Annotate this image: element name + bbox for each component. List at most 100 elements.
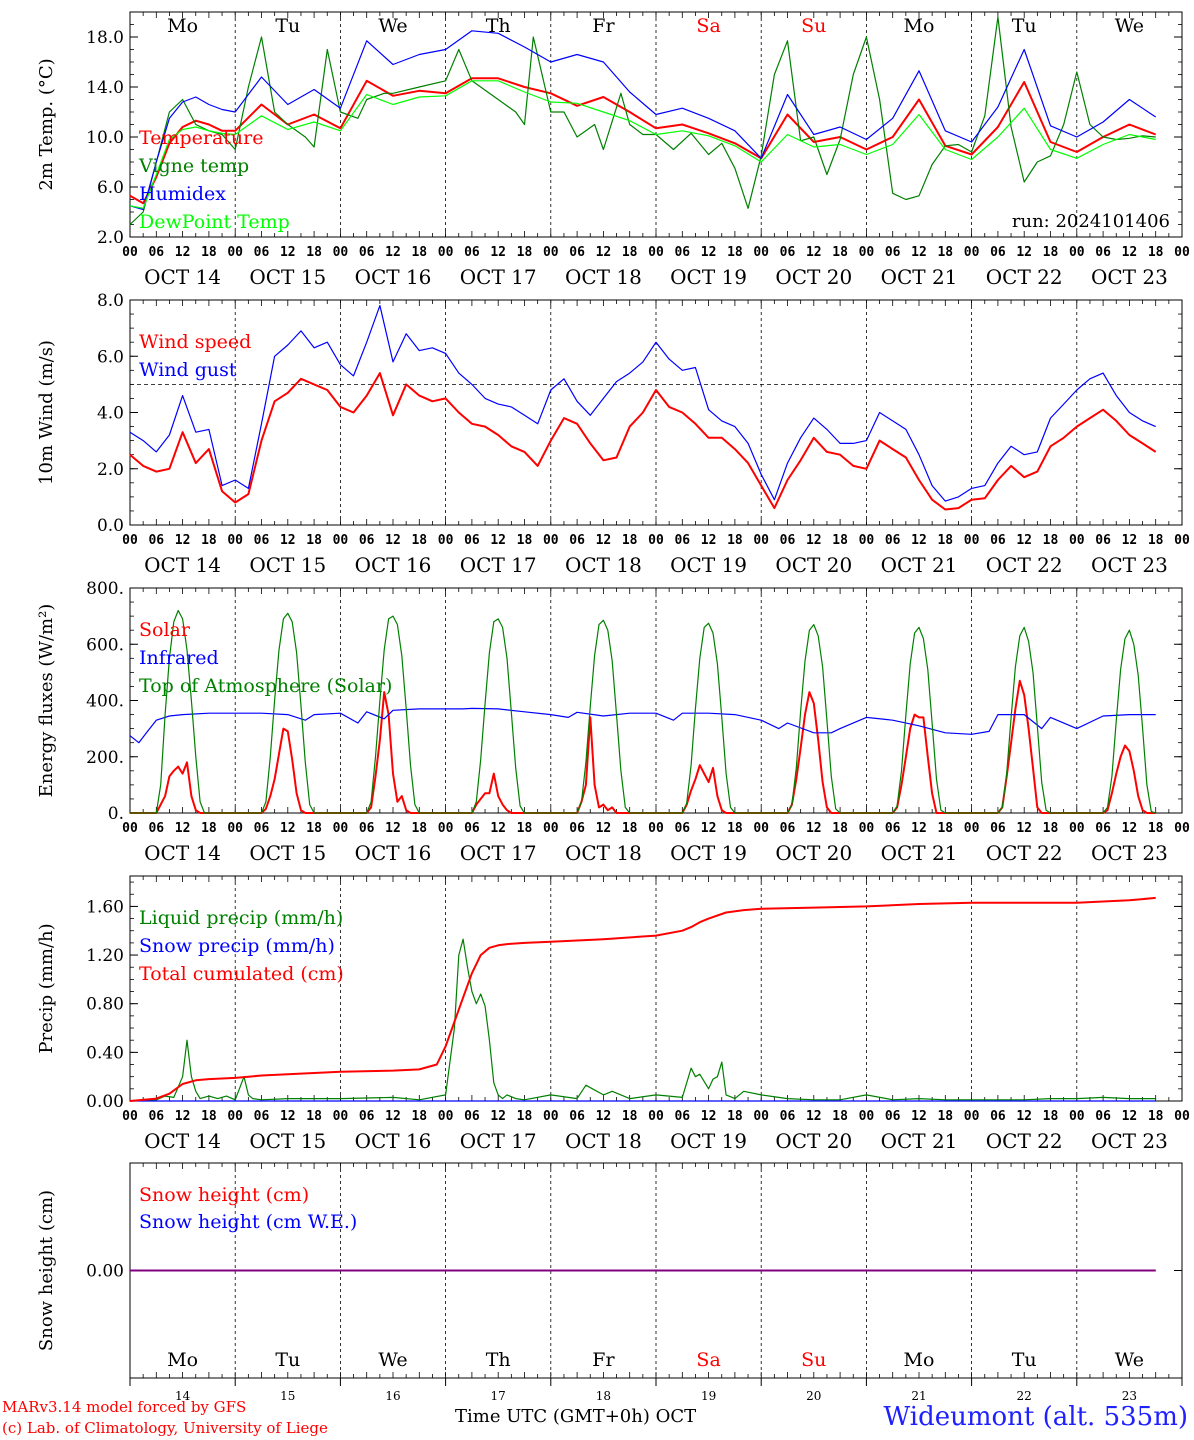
y-tick-label: 0.80	[86, 995, 124, 1015]
y-tick-label: 800.	[86, 579, 124, 599]
date-label: OCT 22	[986, 265, 1063, 289]
date-label: OCT 22	[986, 1129, 1063, 1153]
hour-tick-label: 00	[753, 533, 769, 548]
legend-entry: Wind speed	[139, 331, 251, 353]
hour-tick-label: 00	[648, 245, 664, 260]
hour-tick-label: 06	[780, 1109, 796, 1124]
hour-tick-label: 12	[385, 1109, 401, 1124]
hour-tick-label: 18	[201, 1109, 217, 1124]
day-of-week-label: We	[378, 15, 407, 37]
hour-tick-label: 18	[517, 821, 533, 836]
hour-tick-label: 18	[201, 245, 217, 260]
date-label: OCT 17	[460, 553, 537, 577]
hour-tick-label: 00	[964, 533, 980, 548]
hour-tick-label: 06	[1095, 245, 1111, 260]
y-tick-label: 1.20	[86, 946, 124, 966]
y-tick-label: 0.00	[86, 1092, 124, 1112]
day-of-week-label: Th	[486, 15, 511, 37]
hour-tick-label: 06	[674, 533, 690, 548]
hour-tick-label: 12	[280, 821, 296, 836]
series-line-green	[130, 609, 1156, 814]
hour-tick-label: 00	[1174, 533, 1190, 548]
hour-tick-label: 18	[517, 1109, 533, 1124]
hour-tick-label: 00	[438, 821, 454, 836]
hour-tick-label: 06	[674, 821, 690, 836]
hour-tick-label: 06	[148, 821, 164, 836]
hour-tick-label: 00	[859, 821, 875, 836]
hour-tick-label: 00	[859, 245, 875, 260]
day-of-week-label: Su	[801, 1349, 826, 1371]
panel-temp: 2.0 6.0 10.0 14.0 18.0 2m Temp. (°C) Temperatu…	[36, 11, 1190, 289]
date-label: OCT 18	[565, 1129, 642, 1153]
hour-tick-label: 00	[1174, 1109, 1190, 1124]
date-label: OCT 17	[460, 841, 537, 865]
hour-tick-label: 18	[832, 245, 848, 260]
hour-tick-label: 00	[648, 1109, 664, 1124]
series-line-blue	[129, 707, 1156, 744]
day-of-week-label: Mo	[904, 1349, 935, 1371]
hour-tick-label: 12	[175, 821, 191, 836]
hour-tick-label: 06	[674, 1109, 690, 1124]
hour-tick-label: 12	[806, 1109, 822, 1124]
y-tick-label: 0.40	[86, 1043, 124, 1063]
hour-tick-label: 06	[990, 533, 1006, 548]
hour-tick-label: 00	[122, 533, 138, 548]
y-tick-label: 1.60	[86, 897, 124, 917]
bottom-day-number: 23	[1122, 1389, 1137, 1403]
hour-tick-label: 06	[569, 245, 585, 260]
bottom-day-number: 15	[280, 1389, 295, 1403]
hour-tick-label: 06	[148, 533, 164, 548]
hour-tick-label: 00	[964, 245, 980, 260]
series-line-lime	[129, 80, 1156, 209]
hour-tick-label: 12	[280, 1109, 296, 1124]
hour-tick-label: 06	[1095, 821, 1111, 836]
hour-tick-label: 06	[885, 821, 901, 836]
day-of-week-label: Tu	[275, 15, 300, 37]
hour-tick-label: 06	[990, 821, 1006, 836]
hour-tick-label: 18	[622, 245, 638, 260]
y-tick-label: 2.0	[97, 228, 124, 248]
hour-tick-label: 12	[1122, 821, 1138, 836]
hour-tick-label: 18	[937, 245, 953, 260]
date-label: OCT 16	[355, 553, 432, 577]
hour-tick-label: 12	[1122, 245, 1138, 260]
hour-tick-label: 12	[596, 245, 612, 260]
hour-tick-label: 06	[464, 1109, 480, 1124]
date-label: OCT 19	[670, 841, 747, 865]
y-tick-label: 6.0	[97, 347, 124, 367]
day-of-week-label: We	[378, 1349, 407, 1371]
hour-tick-label: 12	[596, 533, 612, 548]
hour-tick-label: 06	[148, 245, 164, 260]
hour-tick-label: 18	[306, 533, 322, 548]
hour-tick-label: 18	[622, 533, 638, 548]
date-label: OCT 23	[1091, 265, 1168, 289]
date-label: OCT 15	[249, 553, 326, 577]
date-label: OCT 19	[670, 265, 747, 289]
hour-tick-label: 12	[490, 1109, 506, 1124]
hour-tick-label: 18	[306, 1109, 322, 1124]
hour-tick-label: 06	[148, 1109, 164, 1124]
date-label: OCT 14	[144, 1129, 221, 1153]
hour-tick-label: 06	[569, 533, 585, 548]
date-label: OCT 14	[144, 265, 221, 289]
hour-tick-label: 00	[1174, 245, 1190, 260]
hour-tick-label: 18	[1148, 245, 1164, 260]
hour-tick-label: 12	[490, 245, 506, 260]
hour-tick-label: 12	[175, 245, 191, 260]
hour-tick-label: 00	[227, 1109, 243, 1124]
bottom-day-number: 16	[385, 1389, 400, 1403]
bottom-day-number: 20	[806, 1389, 821, 1403]
date-label: OCT 16	[355, 841, 432, 865]
series-line-red	[129, 77, 1157, 205]
date-label: OCT 19	[670, 553, 747, 577]
date-label: OCT 20	[775, 265, 852, 289]
day-of-week-label: Mo	[167, 15, 198, 37]
hour-tick-label: 12	[385, 821, 401, 836]
hour-tick-label: 12	[175, 533, 191, 548]
hour-tick-label: 18	[1043, 533, 1059, 548]
y-tick-label: 4.0	[97, 404, 124, 424]
y-tick-label: 400.	[86, 692, 124, 712]
hour-tick-label: 18	[517, 533, 533, 548]
bottom-day-number: 21	[911, 1389, 926, 1403]
